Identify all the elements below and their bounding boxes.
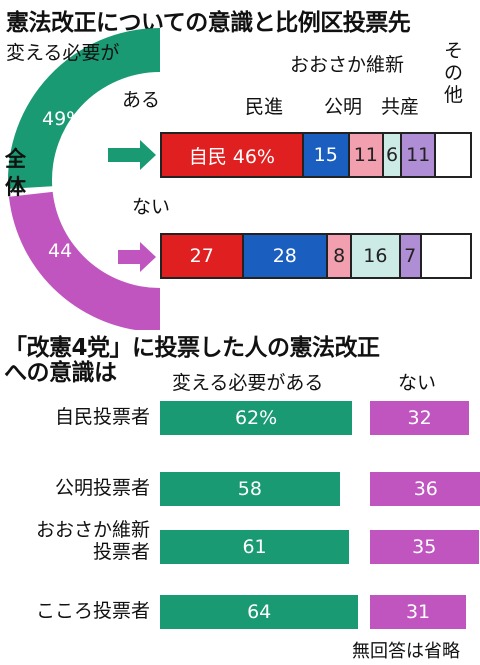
legend-minshin: 民進 — [245, 96, 284, 118]
hbar-row-label: 公明投票者 — [55, 477, 150, 499]
stacked-seg-komeito-yes: 11 — [349, 134, 384, 176]
hbar-row-label: 自民投票者 — [55, 406, 150, 428]
pie-slice-no — [8, 191, 160, 330]
stacked-seg-jcp-yes: 6 — [383, 134, 403, 176]
hbar-header-change: 変える必要がある — [172, 372, 324, 394]
hbar-row-label-line: こころ投票者 — [35, 600, 150, 622]
hbar-row-label-line: 自民投票者 — [54, 406, 150, 428]
hbar-change: 64 — [160, 595, 359, 629]
pie-center-text: 全体 — [5, 147, 26, 199]
category-no-label: ない — [132, 196, 171, 218]
pie-slice-yes-label: 49% — [42, 108, 85, 130]
legend-jcp: 共産 — [381, 96, 420, 118]
hbar-no: 31 — [370, 595, 467, 629]
hbar-row-label: こころ投票者 — [36, 600, 150, 622]
arrow-yes-icon — [108, 140, 156, 170]
pie-slice-no-label: 44 — [48, 240, 73, 262]
stacked-seg-minshin-yes: 15 — [303, 134, 350, 176]
pie-svg — [8, 28, 161, 330]
category-yes-label: ある — [122, 89, 161, 111]
hbar-no: 35 — [370, 530, 479, 564]
stacked-seg-komeito-no: 8 — [328, 235, 353, 277]
pie-slice-yes — [8, 28, 161, 189]
stacked-seg-ldp-yes: 自民 46% — [162, 134, 304, 176]
legend-ishin: おおさか維新 — [290, 54, 405, 76]
pie-center-label: 全体 — [5, 145, 29, 201]
chart-title-bottom-2: への意識は — [4, 360, 117, 386]
stacked-bar-yes: 自民 46% 15 11 6 11 — [160, 132, 472, 178]
hbar-change: 58 — [160, 472, 340, 506]
legend-other: その他 — [444, 40, 464, 106]
stacked-seg-ishin-no: 7 — [400, 235, 422, 277]
chart-title-top: 憲法改正についての意識と比例区投票先 — [6, 10, 411, 36]
stacked-seg-jcp-no: 16 — [352, 235, 401, 277]
hbar-row-label-line: 投票者 — [92, 541, 150, 563]
stacked-seg-minshin-no: 28 — [243, 235, 329, 277]
pie-subtitle: 変える必要が — [6, 42, 120, 64]
stacked-seg-other-yes — [436, 134, 470, 176]
hbar-no: 36 — [370, 472, 480, 506]
hbar-change: 62% — [160, 401, 353, 435]
hbar-row-label: おおさか維新 投票者 — [36, 519, 150, 563]
hbar-no: 32 — [370, 401, 470, 435]
hbar-row-label-line: おおさか維新 — [35, 519, 150, 541]
arrow-no-icon — [118, 242, 156, 272]
chart-title-bottom-1: 「改憲4党」に投票した人の憲法改正 — [4, 335, 380, 361]
stacked-seg-ldp-no: 27 — [162, 235, 244, 277]
legend-komeito: 公明 — [324, 96, 363, 118]
stacked-bar-no: 27 28 8 16 7 — [160, 233, 472, 279]
hbar-header-no: ない — [398, 372, 437, 394]
stacked-seg-ishin-yes: 11 — [402, 134, 437, 176]
footnote: 無回答は省略 — [352, 641, 460, 662]
hbar-row-label-line: 公明投票者 — [54, 477, 150, 499]
hbar-change: 61 — [160, 530, 350, 564]
stacked-seg-other-no — [421, 235, 470, 277]
